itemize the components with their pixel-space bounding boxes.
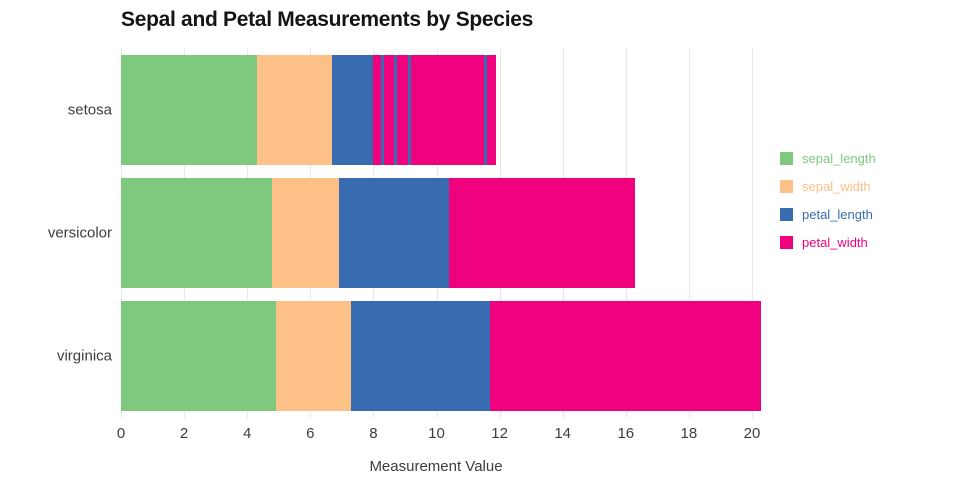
- x-tick-label-18: 18: [680, 425, 698, 442]
- legend-swatch-petal_length: [780, 208, 793, 221]
- bar-row-setosa: [121, 54, 497, 165]
- legend-swatch-sepal_width: [780, 180, 793, 193]
- x-tick-label-8: 8: [369, 425, 378, 442]
- x-tick-label-12: 12: [491, 425, 508, 442]
- gridline-x-20: [752, 48, 753, 418]
- bar-segment-virginica-petal_length[interactable]: [351, 301, 491, 412]
- bar-segment-versicolor-sepal_width[interactable]: [272, 178, 339, 288]
- x-tick-label-14: 14: [554, 425, 572, 442]
- legend-label-petal_length: petal_length: [802, 207, 873, 222]
- legend-label-sepal_length: sepal_length: [802, 151, 876, 166]
- legend-swatch-petal_width: [780, 236, 793, 249]
- legend-item-sepal_length[interactable]: sepal_length: [780, 151, 876, 166]
- legend-item-petal_width[interactable]: petal_width: [780, 235, 876, 250]
- bar-segment-setosa-sepal_length[interactable]: [121, 54, 257, 165]
- artifact-stripe: [393, 54, 398, 165]
- artifact-stripe: [408, 54, 412, 165]
- x-tick-label-10: 10: [428, 425, 445, 442]
- bar-segment-virginica-petal_width[interactable]: [490, 301, 762, 412]
- x-tick-label-20: 20: [743, 425, 761, 442]
- legend-label-petal_width: petal_width: [802, 235, 868, 250]
- y-tick-label-versicolor: versicolor: [47, 224, 112, 242]
- artifact-stripe: [483, 54, 487, 165]
- bar-segment-setosa-petal_length[interactable]: [332, 54, 374, 165]
- legend-swatch-sepal_length: [780, 152, 793, 165]
- x-tick-label-4: 4: [243, 425, 252, 442]
- x-tick-label-2: 2: [179, 425, 189, 442]
- bar-segment-versicolor-petal_length[interactable]: [338, 178, 450, 288]
- bar-segment-virginica-sepal_width[interactable]: [275, 301, 352, 412]
- bar-segment-versicolor-sepal_length[interactable]: [121, 178, 273, 288]
- x-axis-title: Measurement Value: [369, 458, 503, 475]
- gridline-x-18: [688, 48, 690, 418]
- legend-item-sepal_width[interactable]: sepal_width: [780, 179, 876, 194]
- bar-segment-setosa-sepal_width[interactable]: [256, 54, 333, 165]
- x-tick-label-0: 0: [116, 425, 126, 442]
- y-tick-label-virginica: virginica: [56, 347, 112, 365]
- x-tick-label-6: 6: [306, 425, 315, 442]
- y-tick-label-setosa: setosa: [67, 101, 112, 119]
- bar-segment-virginica-sepal_length[interactable]: [121, 301, 276, 412]
- bar-row-virginica: [121, 301, 762, 412]
- chart-title: Sepal and Petal Measurements by Species: [121, 8, 533, 31]
- bar-segment-versicolor-petal_width[interactable]: [449, 178, 636, 288]
- artifact-stripe: [381, 54, 385, 165]
- bar-segment-setosa-petal_width[interactable]: [373, 54, 497, 165]
- x-tick-label-16: 16: [617, 425, 635, 442]
- legend-item-petal_length[interactable]: petal_length: [780, 207, 876, 222]
- bar-row-versicolor: [121, 178, 636, 288]
- legend-label-sepal_width: sepal_width: [802, 179, 871, 194]
